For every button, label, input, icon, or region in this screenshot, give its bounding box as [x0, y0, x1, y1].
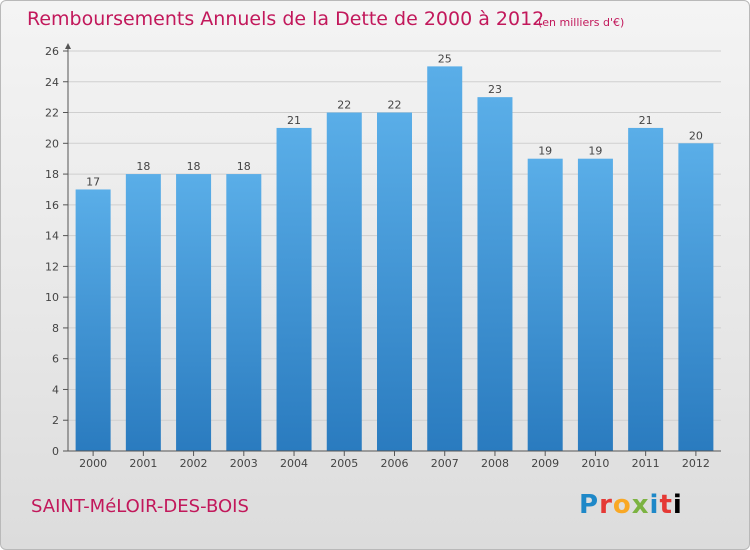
data-label-2010: 19 — [588, 145, 602, 158]
x-tick-label-2005: 2005 — [330, 457, 358, 470]
chart-subtitle: (en milliers d'€) — [538, 16, 625, 29]
x-tick-label-2007: 2007 — [431, 457, 459, 470]
data-label-2005: 22 — [337, 99, 351, 112]
data-label-2007: 25 — [438, 52, 452, 65]
bar-2007 — [427, 66, 463, 451]
y-tick-label: 12 — [45, 260, 59, 273]
y-tick-label: 6 — [52, 353, 59, 366]
x-tick-label-2001: 2001 — [129, 457, 157, 470]
x-tick-label-2006: 2006 — [381, 457, 409, 470]
y-tick-label: 8 — [52, 322, 59, 335]
bar-2004 — [276, 127, 312, 451]
bar-2009 — [527, 158, 563, 451]
data-label-2004: 21 — [287, 114, 301, 127]
bar-2008 — [477, 97, 513, 452]
chart-title: Remboursements Annuels de la Dette de 20… — [27, 8, 545, 30]
y-tick-label: 4 — [52, 383, 59, 396]
bar-2012 — [678, 143, 714, 452]
x-tick-label-2004: 2004 — [280, 457, 308, 470]
x-tick-label-2003: 2003 — [230, 457, 258, 470]
bar-2005 — [326, 112, 362, 452]
data-label-2000: 17 — [86, 175, 100, 188]
y-tick-label: 26 — [45, 45, 59, 58]
y-tick-label: 10 — [45, 291, 59, 304]
y-tick-label: 14 — [45, 230, 59, 243]
x-tick-label-2002: 2002 — [180, 457, 208, 470]
data-label-2009: 19 — [538, 145, 552, 158]
data-label-2011: 21 — [639, 114, 653, 127]
bar-2003 — [226, 174, 262, 452]
y-tick-label: 16 — [45, 199, 59, 212]
data-label-2012: 20 — [689, 129, 703, 142]
data-label-2006: 22 — [388, 99, 402, 112]
x-tick-label-2008: 2008 — [481, 457, 509, 470]
bar-2006 — [377, 112, 412, 452]
data-label-2002: 18 — [187, 160, 201, 173]
x-tick-label-2000: 2000 — [79, 457, 107, 470]
y-tick-label: 2 — [52, 414, 59, 427]
y-tick-label: 18 — [45, 168, 59, 181]
bar-2002 — [176, 174, 212, 452]
x-tick-label-2012: 2012 — [682, 457, 710, 470]
y-tick-label: 20 — [45, 137, 59, 150]
y-tick-label: 0 — [52, 445, 59, 458]
bar-2000 — [75, 189, 111, 451]
bar-2011 — [628, 127, 664, 451]
y-tick-label: 22 — [45, 107, 59, 120]
data-label-2008: 23 — [488, 83, 502, 96]
y-tick-label: 24 — [45, 76, 59, 89]
bar-2010 — [577, 158, 613, 451]
y-axis-arrow — [65, 43, 71, 49]
x-tick-label-2011: 2011 — [632, 457, 660, 470]
data-label-2001: 18 — [136, 160, 150, 173]
x-tick-label-2009: 2009 — [531, 457, 559, 470]
bars: 17 18 18 18 21 22 22 25 23 19 19 21 20 — [75, 52, 714, 452]
commune-name: SAINT-MéLOIR-DES-BOIS — [31, 496, 249, 517]
bar-2001 — [125, 174, 161, 452]
data-label-2003: 18 — [237, 160, 251, 173]
x-tick-label-2010: 2010 — [581, 457, 609, 470]
proxiti-logo: Proxiti — [579, 490, 683, 520]
